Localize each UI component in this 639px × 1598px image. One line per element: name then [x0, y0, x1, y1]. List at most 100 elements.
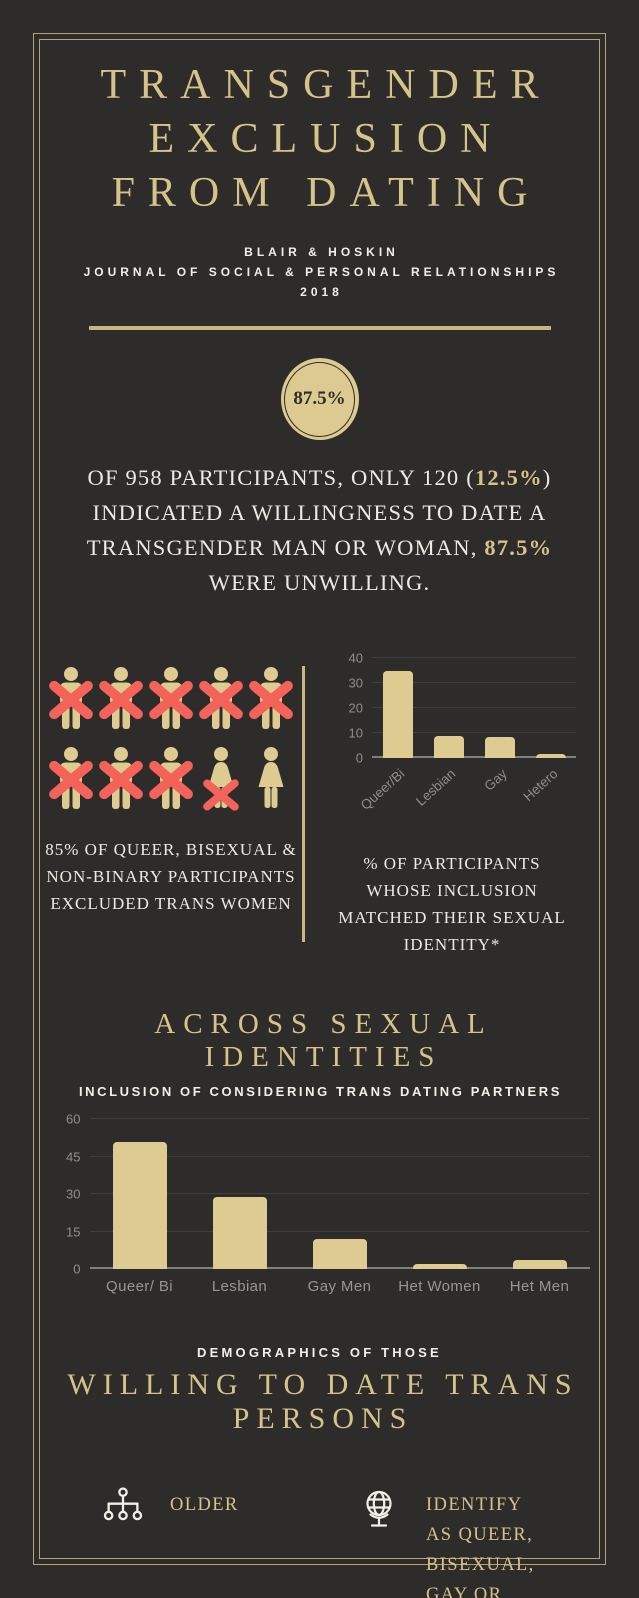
- bar-queer-bi: [112, 1141, 167, 1269]
- grid-line: [372, 707, 576, 708]
- y-tick-label: 30: [66, 1186, 81, 1202]
- demographic-label: IDENTIFY AS QUEER, BISEXUAL, GAY OR LESB…: [426, 1494, 535, 1598]
- pictogram-grid: [49, 666, 293, 810]
- divider-double-line: [88, 326, 551, 330]
- bar-slot: [372, 658, 423, 758]
- x-category-label-text: Gay Men: [307, 1278, 372, 1295]
- bar-slot: [190, 1119, 290, 1269]
- y-tick-label: 45: [66, 1149, 81, 1164]
- y-tick-label: 30: [348, 675, 363, 691]
- bar-het-men: [512, 1260, 567, 1269]
- grid-line: [89, 1118, 590, 1119]
- pictogram-panel: 85% OF QUEER, BISEXUAL & NON-BINARY PART…: [40, 638, 302, 958]
- man-icon: [149, 666, 193, 730]
- grid-line: [372, 657, 576, 658]
- stat-badge: 87.5%: [280, 358, 359, 440]
- x-mark-icon: [45, 757, 97, 803]
- man-icon: [49, 666, 93, 730]
- bar-gay-men: [312, 1239, 367, 1269]
- x-category-label: Het Women: [390, 1269, 490, 1299]
- x-category-label: Het Men: [490, 1269, 590, 1299]
- x-category-label: Queer/Bi: [358, 758, 423, 816]
- x-category-label-text: Queer/ Bi: [106, 1278, 173, 1295]
- big-chart-title: ACROSS SEXUAL IDENTITIES: [154, 1008, 493, 1073]
- x-category-label: Lesbian: [413, 758, 474, 816]
- man-icon: [99, 746, 143, 810]
- poster-content: TRANSGENDER EXCLUSION FROM DATING BLAIR …: [40, 40, 599, 1598]
- bar-het-women: [412, 1264, 467, 1269]
- identity-match-bar-chart: 0 10 20 30 40 Queer/Bi Lesbian Gay Hetero: [328, 651, 576, 816]
- chart-x-labels: Queer/Bi Lesbian Gay Hetero: [358, 758, 576, 816]
- bar-slot: [525, 658, 576, 758]
- x-category-label-text: Lesbian: [211, 1278, 268, 1295]
- title-line-3: FROM DATING: [111, 170, 541, 216]
- demographics-kicker: DEMOGRAPHICS OF THOSE: [197, 1345, 442, 1360]
- man-icon: [99, 666, 143, 730]
- hierarchy-icon: [98, 1485, 148, 1531]
- stat-highlight: 12.5%: [474, 465, 543, 490]
- man-icon: [249, 666, 293, 730]
- stat-badge-value: 87.5%: [293, 388, 346, 409]
- publication-year: 2018: [300, 285, 343, 299]
- demographics-grid: OLDER IDENTIFY AS QUEER, BISEXUAL, GAY OR…: [40, 1485, 599, 1598]
- demographic-item: OLDER: [98, 1485, 320, 1598]
- x-category-label-text: Hetero: [520, 766, 561, 805]
- page-title: TRANSGENDER EXCLUSION FROM DATING: [87, 58, 551, 220]
- bar-hetero: [535, 754, 566, 758]
- y-tick-label: 0: [73, 1261, 81, 1277]
- big-chart-subtitle: INCLUSION OF CONSIDERING TRANS DATING PA…: [78, 1084, 563, 1099]
- grid-line: [89, 1193, 590, 1194]
- demographics-title: WILLING TO DATE TRANS PERSONS: [67, 1368, 579, 1435]
- stat-highlight: 87.5%: [484, 535, 553, 560]
- y-tick-label: 0: [355, 750, 363, 766]
- x-category-label: Queer/ Bi: [90, 1269, 190, 1299]
- vertical-divider: [302, 666, 305, 942]
- man-icon: [49, 746, 93, 810]
- man-icon: [149, 746, 193, 810]
- x-mark-icon: [45, 677, 97, 723]
- bar-gay: [484, 736, 515, 758]
- title-line-2: EXCLUSION: [148, 116, 504, 162]
- grid-line: [372, 732, 576, 733]
- title-line-1: TRANSGENDER: [100, 62, 552, 108]
- y-tick-label: 60: [66, 1111, 81, 1127]
- small-chart-caption: % OF PARTICIPANTS WHOSE INCLUSION MATCHE…: [338, 854, 566, 954]
- x-category-label-text: Gay: [481, 766, 510, 794]
- y-tick-label: 15: [66, 1224, 81, 1239]
- stat-text: OF 958 PARTICIPANTS, ONLY 120 (: [87, 465, 475, 490]
- authors: BLAIR & HOSKIN: [244, 245, 399, 259]
- x-category-label: Gay Men: [290, 1269, 390, 1299]
- chart-plot-area: 0 10 20 30 40: [349, 651, 576, 766]
- small-chart-panel: 0 10 20 30 40 Queer/Bi Lesbian Gay Hetero % OF …: [305, 638, 599, 958]
- y-tick-label: 20: [348, 700, 363, 716]
- bar-slot: [474, 658, 525, 758]
- x-mark-icon: [95, 677, 147, 723]
- woman-icon: [249, 746, 293, 810]
- bar-slot: [390, 1119, 490, 1269]
- x-mark-icon: [245, 677, 297, 723]
- stat-text: WERE UNWILLING.: [208, 570, 431, 595]
- bar-slot: [90, 1119, 190, 1269]
- journal-name: JOURNAL OF SOCIAL & PERSONAL RELATIONSHI…: [83, 265, 560, 279]
- y-tick-label: 40: [348, 650, 363, 666]
- demographic-item: IDENTIFY AS QUEER, BISEXUAL, GAY OR LESB…: [354, 1485, 553, 1598]
- x-category-label-text: Queer/Bi: [357, 766, 408, 813]
- bar-slot: [423, 658, 474, 758]
- x-mark-icon: [95, 757, 147, 803]
- stat-statement: OF 958 PARTICIPANTS, ONLY 120 (12.5%) IN…: [77, 460, 563, 600]
- stat-badge-ring: 87.5%: [284, 361, 355, 437]
- x-mark-icon: [145, 757, 197, 803]
- man-icon: [199, 666, 243, 730]
- y-tick-label: 10: [348, 725, 363, 741]
- x-mark-icon: [195, 677, 247, 723]
- bars-container: [90, 1119, 590, 1269]
- grid-line: [89, 1230, 590, 1232]
- grid-line: [372, 682, 576, 683]
- chart-x-labels: Queer/ Bi Lesbian Gay Men Het Women Het Men: [90, 1269, 590, 1299]
- x-category-label: Lesbian: [190, 1269, 290, 1299]
- x-category-label-text: Het Men: [509, 1278, 570, 1295]
- bar-slot: [490, 1119, 590, 1269]
- demographic-label: OLDER: [170, 1494, 239, 1515]
- bar-queer-bi: [382, 670, 413, 758]
- globe-icon: [354, 1485, 404, 1533]
